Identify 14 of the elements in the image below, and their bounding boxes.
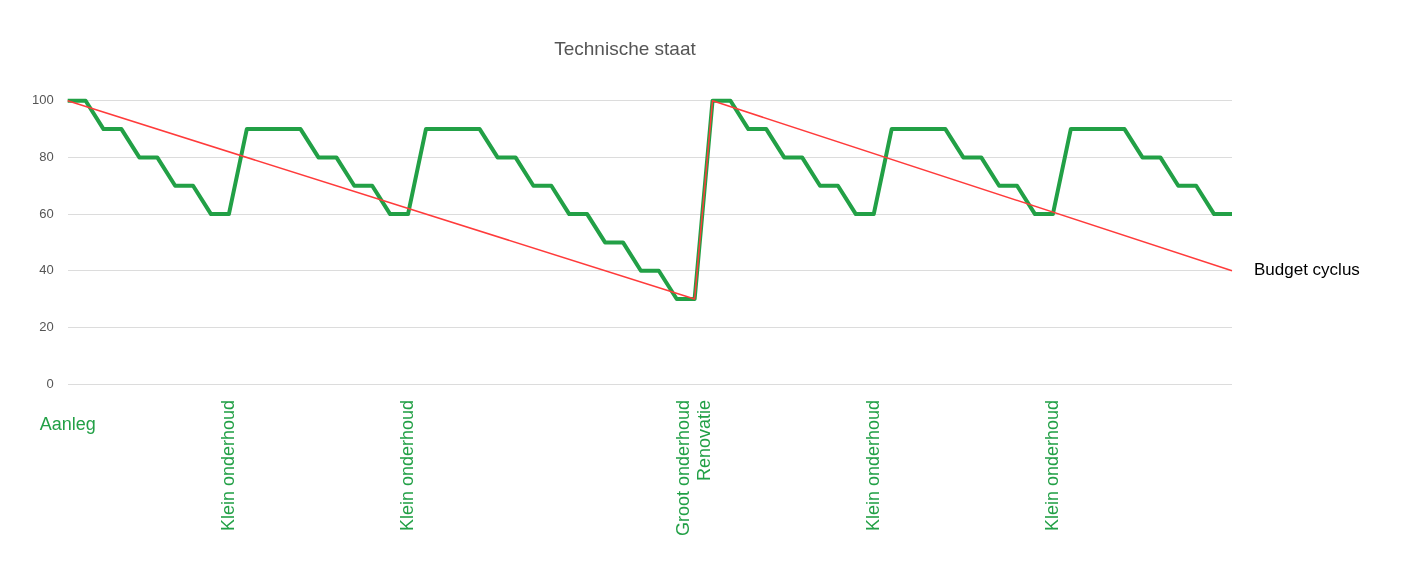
y-tick-label: 0	[46, 375, 54, 391]
y-tick-label: 40	[39, 262, 54, 278]
series-label: Budget cyclus	[1254, 260, 1360, 280]
text: Groot onderhoud Renovatie	[673, 400, 715, 537]
y-tick-label: 100	[31, 92, 54, 108]
text: Klein onderhoud	[1041, 400, 1062, 532]
text: Klein onderhoud	[217, 400, 238, 532]
y-tick-label: 60	[39, 205, 54, 221]
y-tick-label: 20	[39, 318, 54, 334]
text: Aanleg	[39, 413, 96, 434]
chart-title: Technische staat	[554, 37, 697, 59]
text: Klein onderhoud	[397, 400, 417, 532]
y-tick-label: 80	[39, 149, 54, 165]
text: Klein onderhoud	[862, 400, 883, 532]
